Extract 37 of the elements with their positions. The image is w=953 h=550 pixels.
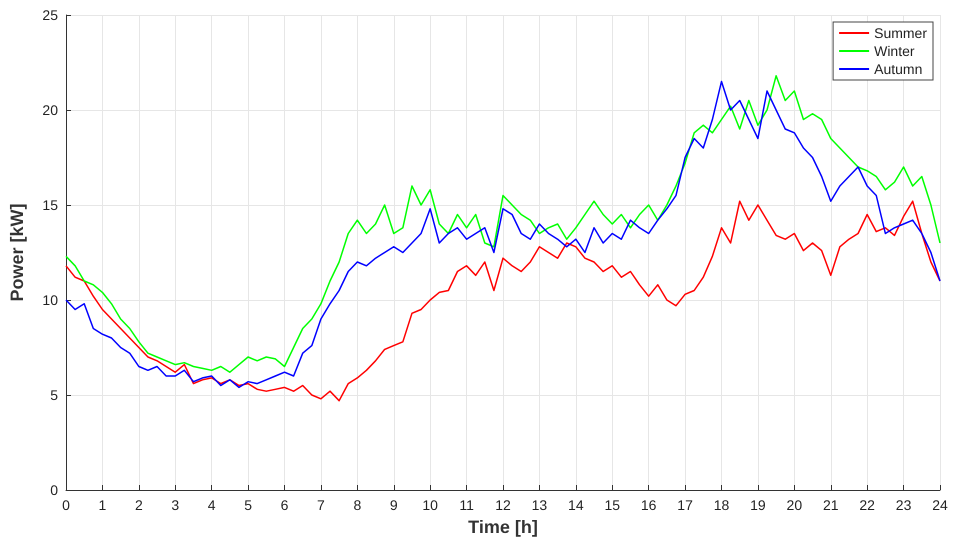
x-axis-title: Time [h] [468, 517, 538, 537]
x-tick-label: 19 [750, 497, 766, 513]
legend-label: Summer [874, 25, 928, 41]
y-tick-label: 20 [42, 102, 58, 118]
x-tick-label: 1 [98, 497, 107, 513]
x-tick-label: 16 [640, 497, 657, 513]
y-tick-label: 10 [42, 292, 58, 308]
x-tick-label: 4 [208, 497, 216, 513]
x-tick-label: 21 [822, 497, 839, 513]
x-tick-label: 9 [390, 497, 398, 513]
x-tick-label: 15 [604, 497, 620, 513]
x-tick-label: 5 [244, 497, 252, 513]
x-tick-label: 17 [677, 497, 694, 513]
legend-label: Autumn [874, 61, 922, 77]
y-tick-label: 0 [50, 482, 58, 498]
x-tick-label: 2 [134, 497, 143, 513]
x-tick-label: 11 [459, 497, 474, 513]
x-tick-label: 13 [532, 497, 548, 513]
x-tick-label: 6 [280, 497, 289, 513]
x-tick-label: 7 [317, 497, 326, 513]
x-tick-label: 3 [171, 497, 180, 513]
x-tick-label: 22 [859, 497, 876, 513]
x-tick-label: 12 [495, 497, 511, 513]
x-tick-label: 14 [568, 497, 584, 513]
y-tick-label: 15 [42, 197, 58, 213]
x-tick-label: 23 [896, 497, 912, 513]
x-tick-label: 24 [932, 497, 948, 513]
y-tick-label: 25 [42, 7, 58, 23]
line-series [65, 200, 941, 402]
legend-label: Winter [874, 43, 915, 59]
x-tick-label: 0 [62, 497, 70, 513]
x-tick-label: 10 [422, 497, 438, 513]
y-tick-label: 5 [50, 387, 58, 403]
y-axis-title: Power [kW] [7, 203, 27, 302]
x-tick-label: 20 [786, 497, 802, 513]
x-tick-label: 18 [714, 497, 730, 513]
x-tick-label: 8 [353, 497, 362, 513]
